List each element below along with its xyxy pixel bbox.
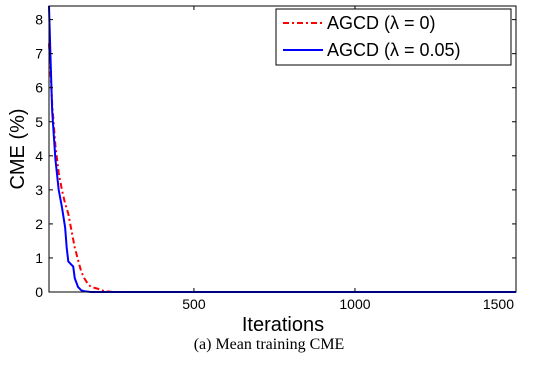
- ticks: 0 1 2 3 4 5 6 7 8 500 1000 1500: [35, 6, 517, 312]
- x-tick-label: 1500: [483, 296, 514, 312]
- y-tick-label: 3: [35, 182, 43, 198]
- y-tick-label: 7: [35, 46, 43, 62]
- series-line-1: [48, 5, 516, 293]
- legend: AGCD (λ = 0) AGCD (λ = 0.05): [275, 8, 512, 66]
- x-tick-label: 1000: [339, 296, 370, 312]
- legend-label-series-0: AGCD (λ = 0): [327, 13, 436, 33]
- y-tick-label: 8: [35, 12, 43, 28]
- y-axis-label: CME (%): [7, 108, 29, 189]
- figure-caption: (a) Mean training CME: [193, 336, 345, 353]
- y-tick-label: 2: [35, 216, 43, 232]
- plot-frame: [48, 5, 517, 293]
- y-tick-label: 0: [35, 284, 43, 300]
- legend-label-series-1: AGCD (λ = 0.05): [327, 40, 461, 60]
- y-tick-label: 6: [35, 80, 43, 96]
- y-tick-label: 4: [35, 148, 43, 164]
- x-tick-label: 500: [182, 296, 206, 312]
- legend-box: [275, 8, 512, 66]
- y-tick-label: 5: [35, 114, 43, 130]
- y-tick-label: 1: [35, 250, 43, 266]
- x-axis-label: Iterations: [242, 314, 324, 336]
- plot-lines: [48, 5, 516, 293]
